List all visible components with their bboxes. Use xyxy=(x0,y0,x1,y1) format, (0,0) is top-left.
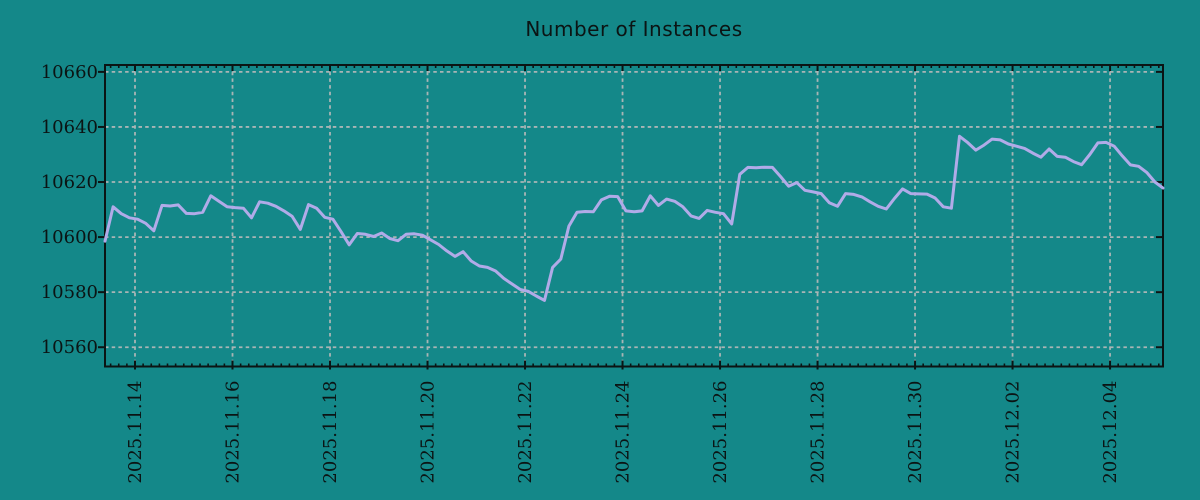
x-tick-label: 2025.11.30 xyxy=(905,381,926,484)
data-line xyxy=(103,134,1165,302)
x-tick-label: 2025.11.24 xyxy=(613,381,634,484)
y-tick-label: 10560 xyxy=(41,337,98,358)
x-tick-label: 2025.11.16 xyxy=(223,381,244,484)
x-tick-label: 2025.11.26 xyxy=(710,381,731,484)
y-tick-label: 10660 xyxy=(41,62,98,83)
y-tick-label: 10640 xyxy=(41,117,98,138)
y-tick-label: 10580 xyxy=(41,282,98,303)
x-tick-label: 2025.12.04 xyxy=(1100,381,1121,484)
x-tick-label: 2025.12.02 xyxy=(1003,381,1024,484)
x-tick-label: 2025.11.28 xyxy=(808,381,829,484)
x-tick-label: 2025.11.22 xyxy=(515,381,536,484)
y-tick-label: 10600 xyxy=(41,227,98,248)
chart-title: Number of Instances xyxy=(525,17,743,41)
y-tick-label: 10620 xyxy=(41,172,98,193)
x-tick-label: 2025.11.14 xyxy=(125,381,146,484)
x-tick-label: 2025.11.20 xyxy=(418,381,439,484)
plot-border xyxy=(104,64,1164,368)
x-tick-label: 2025.11.18 xyxy=(320,381,341,484)
